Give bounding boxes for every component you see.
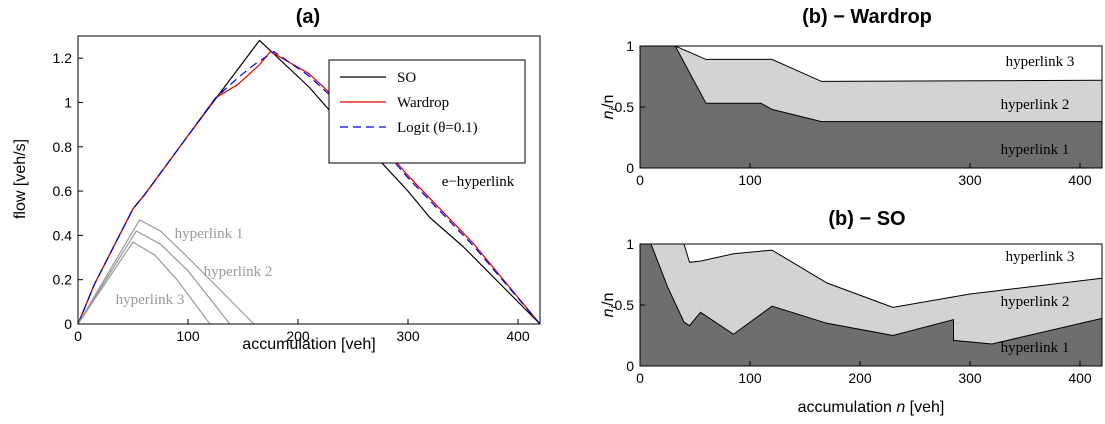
panel-a-axes-box (77, 35, 541, 325)
wardrop-hyperlink-1-label: hyperlink 1 (1001, 142, 1070, 158)
panel-b-wardrop-ytick-1: 0.5 (615, 99, 635, 115)
panel-a: (a) accumulation [veh] flow [veh/s] 0 100… (12, 6, 541, 353)
legend-label-logit: Logit (θ=0.1) (397, 120, 478, 136)
e-hyperlink-label: e−hyperlink (442, 174, 515, 190)
hyperlink-3-label: hyperlink 3 (116, 292, 185, 308)
hyperlink-1-label: hyperlink 1 (175, 226, 244, 242)
panel-b-so-areas (640, 243, 1103, 366)
wardrop-hyperlink-2-label: hyperlink 2 (1001, 97, 1070, 113)
wardrop-hyperlink-3-label: hyperlink 3 (1006, 54, 1075, 70)
panel-b-so-axes-box (639, 243, 1103, 367)
series-line-logit-0-1 (77, 50, 541, 325)
panel-a-lines (77, 39, 541, 325)
panel-a-ylabel: flow [veh/s] (12, 139, 29, 219)
panel-b-so-xtick-100: 100 (738, 370, 762, 386)
panel-b-wardrop-areas (640, 45, 1103, 168)
panel-b-so-xtick-0: 0 (636, 370, 644, 386)
panel-a-ticks: 0 100 200 300 400 0 0.2 0.4 0.6 0.8 1 1.2 (53, 50, 530, 344)
panel-b-wardrop-xtick-0: 0 (636, 172, 644, 188)
hyperlink-2-label: hyperlink 2 (204, 264, 273, 280)
series-line-hyperlink-3 (77, 241, 211, 325)
panel-b-wardrop: (b) − Wardrop 0 100 300 400 0 0.5 1 hyperlink … (600, 6, 1103, 188)
panel-b-so-xtick-300: 300 (958, 370, 982, 386)
legend-label-so: SO (397, 70, 416, 86)
panel-a-ytick-3: 0.6 (53, 183, 73, 199)
panel-b-wardrop-xtick-300: 300 (958, 172, 982, 188)
panel-b-so-xtick-200: 200 (848, 370, 872, 386)
panel-a-ytick-2: 0.4 (53, 227, 73, 243)
panel-b-so-ylabel: ni/n (600, 293, 620, 318)
panel-a-ytick-1: 0.2 (53, 272, 73, 288)
panel-b-wardrop-title: (b) − Wardrop (802, 6, 932, 28)
panel-a-xtick-100: 100 (176, 328, 200, 344)
so-hyperlink-1-label: hyperlink 1 (1001, 340, 1070, 356)
panel-b-so-ticks: 0 100 200 300 400 0 0.5 1 (615, 236, 1092, 386)
panel-a-ytick-4: 0.8 (53, 139, 73, 155)
panel-a-xlabel: accumulation [veh] (242, 336, 375, 353)
so-hyperlink-3-label: hyperlink 3 (1006, 249, 1075, 265)
panel-b-wardrop-axes-box (639, 45, 1103, 169)
panel-b-wardrop-ticks: 0 100 300 400 0 0.5 1 (615, 38, 1092, 188)
panel-b-so-title: (b) − SO (828, 208, 905, 230)
legend-box (328, 59, 526, 164)
panel-b-so-xlabel: accumulation n [veh] (798, 399, 945, 416)
panel-b-so-xtick-400: 400 (1068, 370, 1092, 386)
panel-a-ytick-6: 1.2 (53, 50, 73, 66)
series-line-hyperlink-1 (77, 219, 255, 325)
panel-b-wardrop-ylabel: ni/n (600, 95, 620, 120)
panel-a-legend: SO Wardrop Logit (θ=0.1) (328, 59, 526, 164)
panel-a-ytick-5: 1 (64, 94, 72, 110)
panel-b-so-region-hyperlink-1 (640, 244, 1102, 366)
panel-a-ytick-0: 0 (64, 316, 72, 332)
panel-b-wardrop-ytick-0: 0 (626, 160, 634, 176)
panel-b-so-ytick-1: 0.5 (615, 297, 635, 313)
panel-b-so-lower-boundary (640, 243, 1103, 345)
panel-b-wardrop-ytick-2: 1 (626, 38, 634, 54)
panel-a-title: (a) (296, 6, 320, 28)
panel-b-wardrop-xtick-100: 100 (738, 172, 762, 188)
panel-a-xtick-300: 300 (396, 328, 420, 344)
panel-b-wardrop-region-hyperlink-1 (640, 46, 1102, 168)
panel-b-so-ytick-2: 1 (626, 236, 634, 252)
series-line-hyperlink-2 (77, 230, 231, 325)
panel-b-so-ytick-0: 0 (626, 358, 634, 374)
panel-a-xtick-400: 400 (506, 328, 530, 344)
panel-a-xtick-200: 200 (286, 328, 310, 344)
so-hyperlink-2-label: hyperlink 2 (1001, 294, 1070, 310)
panel-a-xtick-0: 0 (74, 328, 82, 344)
panel-b-wardrop-xtick-400: 400 (1068, 172, 1092, 188)
legend-label-wardrop: Wardrop (397, 95, 449, 111)
